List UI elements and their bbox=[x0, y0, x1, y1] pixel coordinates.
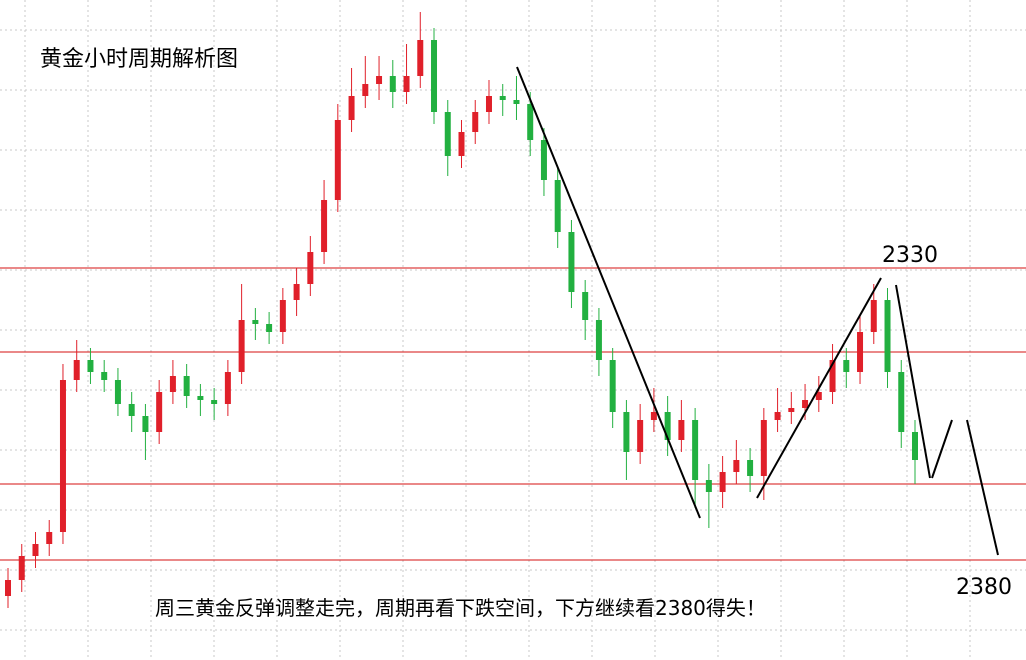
candle-body bbox=[692, 420, 699, 480]
candles bbox=[5, 12, 918, 608]
candle-body bbox=[279, 300, 286, 332]
levels bbox=[0, 267, 1026, 561]
candle-body bbox=[815, 392, 822, 400]
trend-line bbox=[756, 277, 882, 499]
candle-body bbox=[472, 112, 479, 132]
candle-body bbox=[912, 432, 918, 460]
caption: 周三黄金反弹调整走完，周期再看下跌空间，下方继续看2380得失！ bbox=[155, 596, 766, 620]
candle-body bbox=[733, 460, 740, 472]
candle-body bbox=[389, 76, 396, 92]
candle-body bbox=[829, 360, 836, 392]
candle-body bbox=[334, 120, 341, 200]
candle-body bbox=[211, 400, 218, 404]
candle-body bbox=[32, 544, 39, 556]
candle-body bbox=[857, 332, 864, 372]
candle-body bbox=[376, 76, 383, 84]
candle-body bbox=[431, 40, 438, 112]
candle-body bbox=[870, 300, 877, 332]
candle-body bbox=[142, 416, 149, 432]
candle-body bbox=[568, 232, 575, 292]
candle-body bbox=[843, 360, 850, 372]
candle-body bbox=[540, 140, 547, 180]
candle-body bbox=[403, 76, 410, 92]
candle-body bbox=[444, 112, 451, 156]
annotation: 2380 bbox=[956, 575, 1012, 600]
candle-body bbox=[156, 392, 163, 432]
chart-title: 黄金小时周期解析图 bbox=[40, 47, 238, 72]
trend-lines bbox=[516, 66, 999, 556]
candle-body bbox=[266, 324, 273, 332]
candle-body bbox=[101, 372, 108, 380]
candle-body bbox=[197, 396, 204, 400]
candle-body bbox=[362, 84, 369, 96]
candle-body bbox=[898, 372, 905, 432]
candle-body bbox=[499, 96, 506, 100]
candle-body bbox=[513, 100, 520, 104]
candle-body bbox=[18, 556, 25, 580]
candle-body bbox=[59, 380, 66, 532]
trend-line bbox=[966, 419, 999, 556]
candle-body bbox=[650, 412, 657, 420]
annotation: 2330 bbox=[882, 243, 938, 268]
candle-body bbox=[87, 360, 94, 372]
candle-body bbox=[307, 252, 314, 284]
candle-body bbox=[527, 104, 534, 140]
candle-body bbox=[705, 480, 712, 492]
candle-body bbox=[609, 360, 616, 412]
candle-body bbox=[321, 200, 328, 252]
candle-body bbox=[293, 284, 300, 300]
candle-body bbox=[595, 320, 602, 360]
candle-body bbox=[788, 408, 795, 412]
candle-body bbox=[73, 360, 80, 380]
candle-body bbox=[46, 532, 53, 544]
candle-body bbox=[252, 320, 259, 324]
trend-line bbox=[516, 66, 701, 519]
candle-body bbox=[169, 376, 176, 392]
candle-body bbox=[183, 376, 190, 396]
candle-body bbox=[417, 40, 424, 76]
candle-body bbox=[747, 460, 754, 476]
candle-body bbox=[719, 472, 726, 492]
candle-body bbox=[802, 400, 809, 408]
trend-line bbox=[895, 284, 931, 479]
trend-line bbox=[931, 419, 953, 479]
candle-body bbox=[554, 180, 561, 232]
candle-body bbox=[664, 412, 671, 440]
candle-body bbox=[485, 96, 492, 112]
candle-body bbox=[114, 380, 121, 404]
candle-body bbox=[760, 420, 767, 476]
candle-body bbox=[623, 412, 630, 452]
candle-body bbox=[238, 320, 245, 372]
candle-body bbox=[224, 372, 231, 404]
candle-body bbox=[128, 404, 135, 416]
candle-body bbox=[582, 292, 589, 320]
candle-body bbox=[884, 300, 891, 372]
candle-body bbox=[348, 96, 355, 120]
candle-body bbox=[458, 132, 465, 156]
candle-body bbox=[678, 420, 685, 440]
candle-body bbox=[637, 420, 644, 452]
candle-body bbox=[5, 580, 11, 596]
candle-body bbox=[774, 412, 781, 420]
